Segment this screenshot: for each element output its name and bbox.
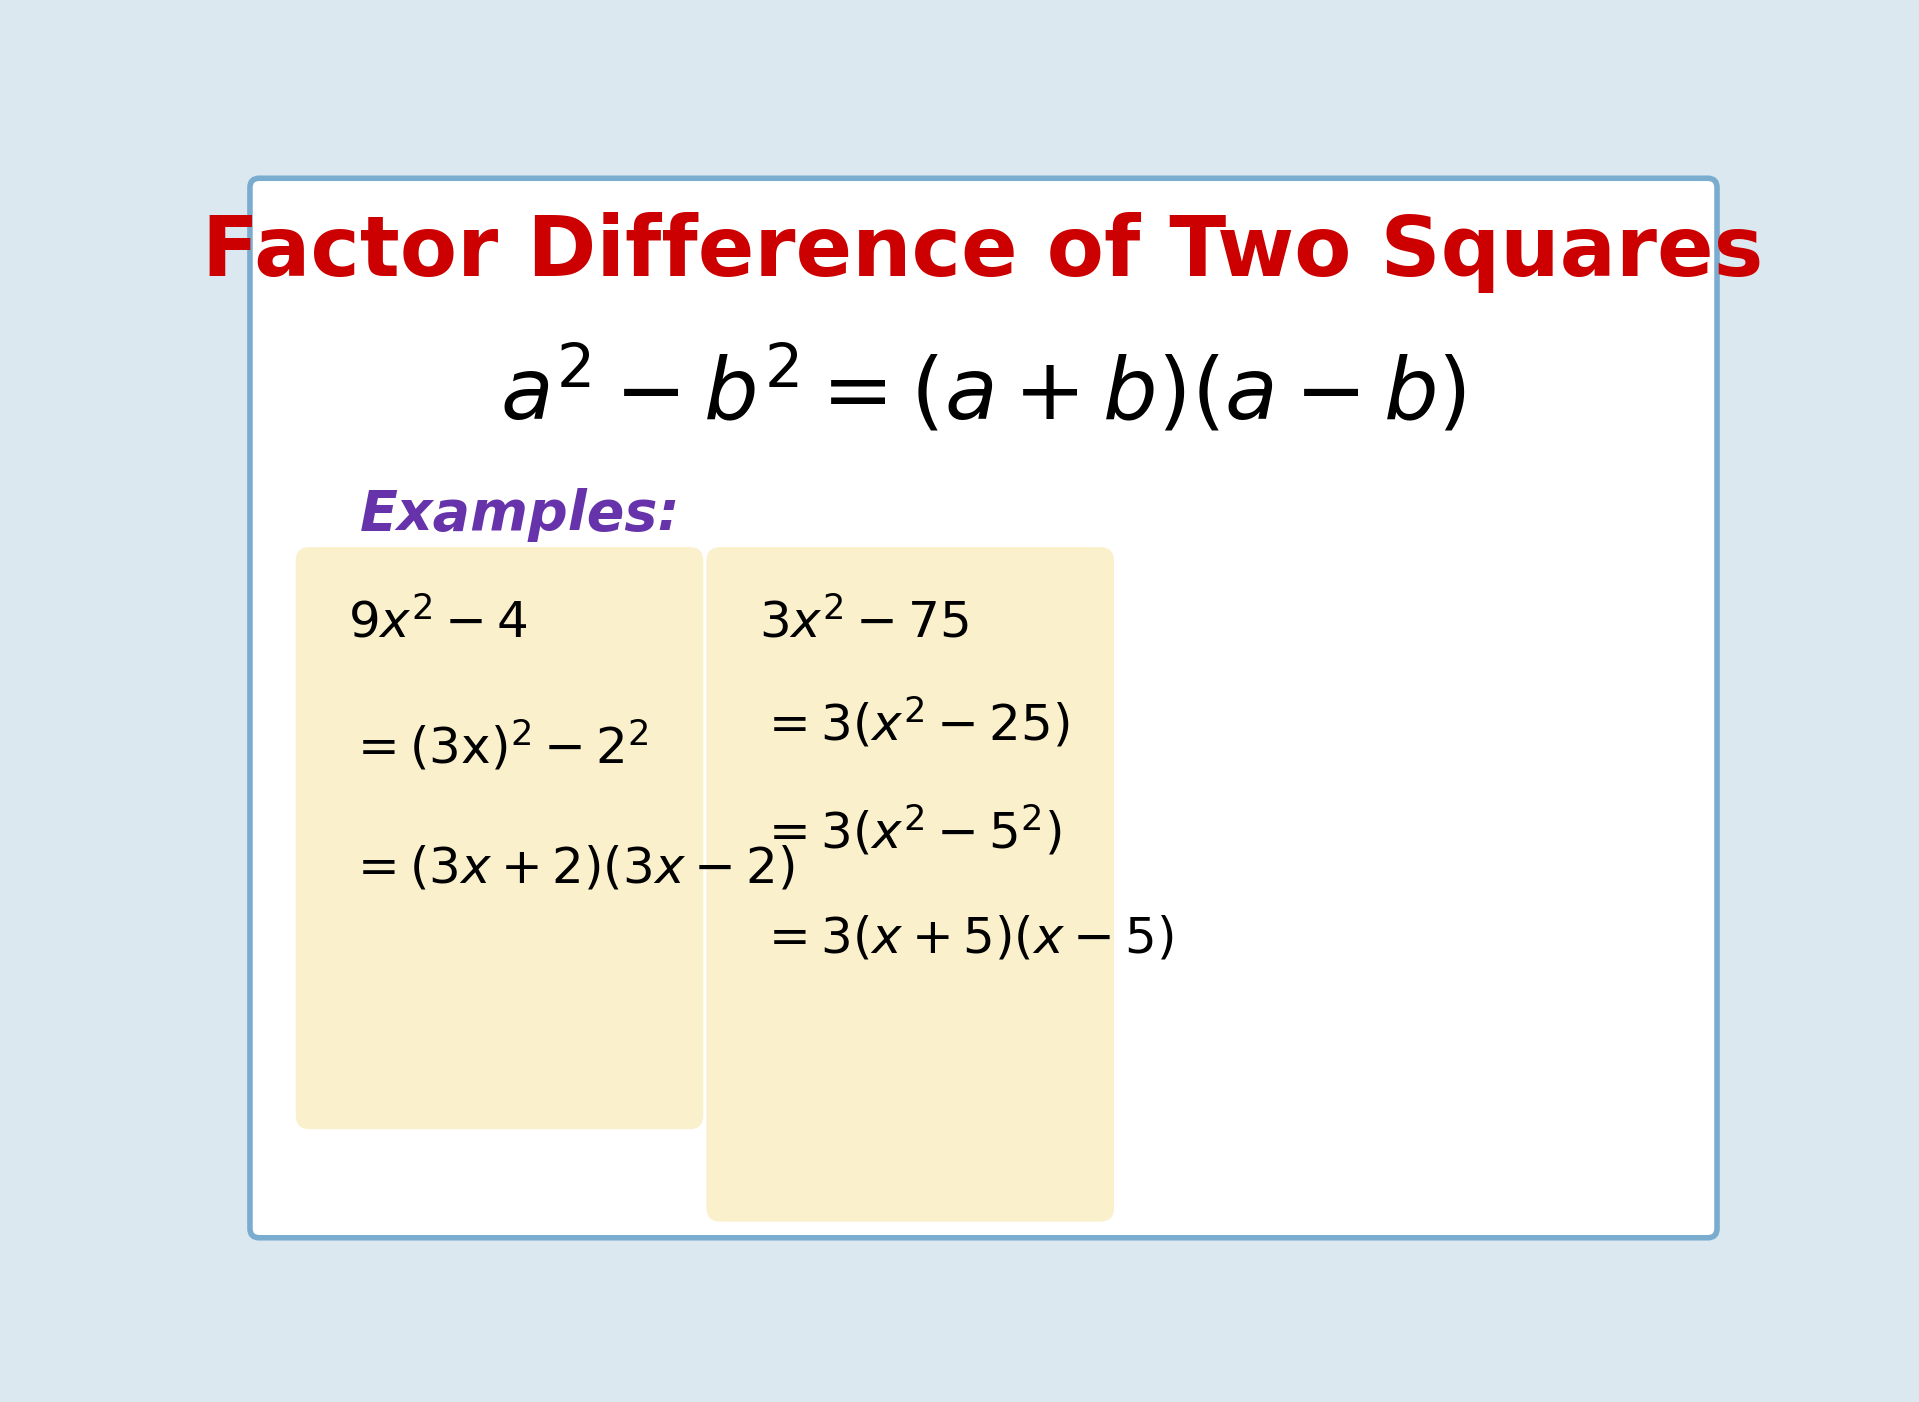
Text: $=(3\mathrm{x})^2-2^2$: $=(3\mathrm{x})^2-2^2$ [349, 718, 649, 774]
Text: $=3(x^2-25)$: $=3(x^2-25)$ [760, 695, 1069, 750]
Text: $a^2-b^2=(a+b)(a-b)$: $a^2-b^2=(a+b)(a-b)$ [501, 345, 1466, 437]
FancyBboxPatch shape [296, 547, 704, 1129]
Text: $=3(x^2-5^2)$: $=3(x^2-5^2)$ [760, 803, 1061, 858]
Text: $9x^2-4$: $9x^2-4$ [349, 599, 528, 648]
Text: $3x^2-75$: $3x^2-75$ [760, 599, 969, 648]
Text: Examples:: Examples: [361, 488, 681, 541]
FancyBboxPatch shape [706, 547, 1115, 1221]
FancyBboxPatch shape [249, 178, 1718, 1238]
Text: $=(3x+2)(3x-2)$: $=(3x+2)(3x-2)$ [349, 845, 794, 893]
Text: Factor Difference of Two Squares: Factor Difference of Two Squares [201, 213, 1764, 293]
Text: $=3(x+5)(x-5)$: $=3(x+5)(x-5)$ [760, 914, 1174, 962]
